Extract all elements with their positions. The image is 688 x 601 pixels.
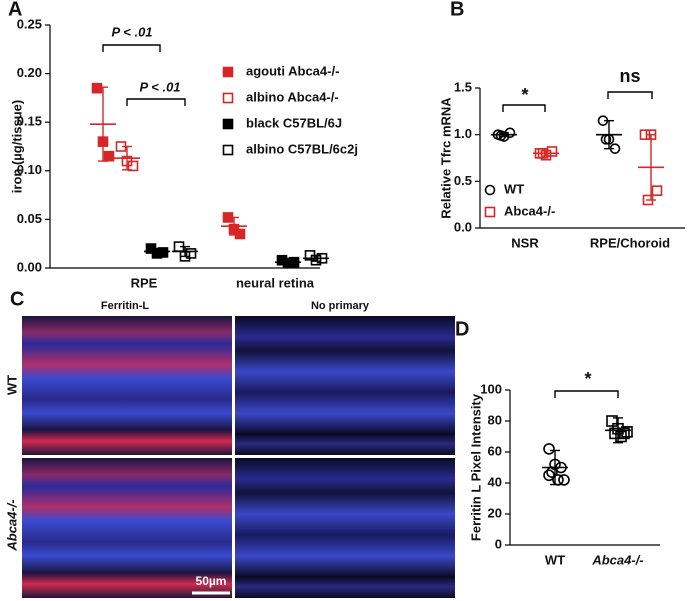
bracket (126, 98, 186, 106)
annotation: * (521, 85, 528, 105)
legend-marker (222, 66, 234, 78)
annotation: ns (619, 66, 640, 86)
panel-label: B (450, 0, 464, 20)
x-tick-label: NSR (511, 235, 539, 250)
legend-label: albino C57BL/6c2j (246, 141, 358, 156)
panel-label: A (8, 0, 22, 20)
y-tick-label: 0.20 (17, 65, 42, 80)
y-tick-label: 60 (488, 443, 502, 458)
y-axis-title: iron (µg/tissue) (9, 100, 24, 193)
data-point (495, 130, 507, 141)
y-tick-label: 0.10 (17, 162, 42, 177)
row-label: WT (4, 375, 19, 395)
y-tick-label: 40 (488, 474, 502, 489)
x-tick-label: neural retina (236, 275, 315, 290)
data-point (127, 160, 139, 172)
micrograph (235, 316, 455, 455)
micrograph (235, 458, 455, 598)
scale-bar-label: 50µm (196, 574, 227, 588)
y-tick-label: 0.15 (17, 114, 42, 129)
panel-label: C (10, 288, 24, 310)
bracket (554, 390, 619, 398)
y-tick-label: 100 (480, 381, 502, 396)
bracket (502, 104, 546, 112)
x-tick-label: RPE/Choroid (590, 235, 670, 250)
legend-label: Abca4-/- (504, 203, 555, 218)
data-point (621, 426, 633, 438)
legend-marker (484, 184, 496, 196)
data-point (558, 474, 570, 486)
legend-marker (484, 206, 496, 218)
legend-marker (222, 144, 234, 156)
x-tick-label: RPE (131, 275, 158, 290)
data-point (234, 228, 246, 240)
data-point (157, 247, 169, 258)
y-tick-label: 1.0 (454, 126, 472, 141)
legend-label: black C57BL/6J (246, 115, 342, 130)
panel-label: D (455, 318, 469, 340)
legend-label: WT (504, 181, 524, 196)
data-point (543, 443, 555, 455)
y-tick-label: 0.5 (454, 173, 472, 188)
data-point (609, 427, 621, 440)
y-axis-title: Ferritin L Pixel Intensity (468, 393, 483, 541)
y-tick-label: 0.00 (17, 259, 42, 274)
x-tick-label: Abca4-/- (591, 552, 643, 567)
y-tick-label: 1.5 (454, 79, 472, 94)
legend-marker (222, 92, 234, 104)
data-point (618, 427, 630, 440)
data-point (543, 469, 555, 482)
annotation: * (584, 369, 591, 389)
legend-label: agouti Abca4-/- (246, 63, 339, 78)
y-tick-label: 20 (488, 505, 502, 520)
bracket (607, 91, 653, 99)
column-label: Ferritin-L (101, 300, 150, 312)
data-point (606, 415, 618, 427)
micrograph (22, 316, 232, 455)
column-label: No primary (311, 300, 370, 312)
row-label: Abca4-/- (4, 499, 19, 551)
legend-label: albino Abca4-/- (246, 89, 339, 104)
data-point (103, 150, 115, 162)
micrograph (22, 458, 232, 598)
y-tick-label: 80 (488, 412, 502, 427)
y-tick-label: 0.05 (17, 211, 42, 226)
y-axis-title: Relative Tfrc mRNA (438, 97, 453, 219)
y-tick-label: 0.25 (17, 16, 42, 31)
legend-marker (222, 118, 234, 130)
y-tick-label: 0 (495, 536, 502, 551)
data-point (185, 248, 197, 259)
y-tick-label: 0.0 (454, 219, 472, 234)
data-point (91, 82, 103, 94)
annotation: P < .01 (139, 79, 180, 94)
data-point (651, 185, 663, 196)
x-tick-label: WT (545, 552, 565, 567)
annotation: P < .01 (111, 24, 152, 39)
bracket (102, 44, 161, 52)
